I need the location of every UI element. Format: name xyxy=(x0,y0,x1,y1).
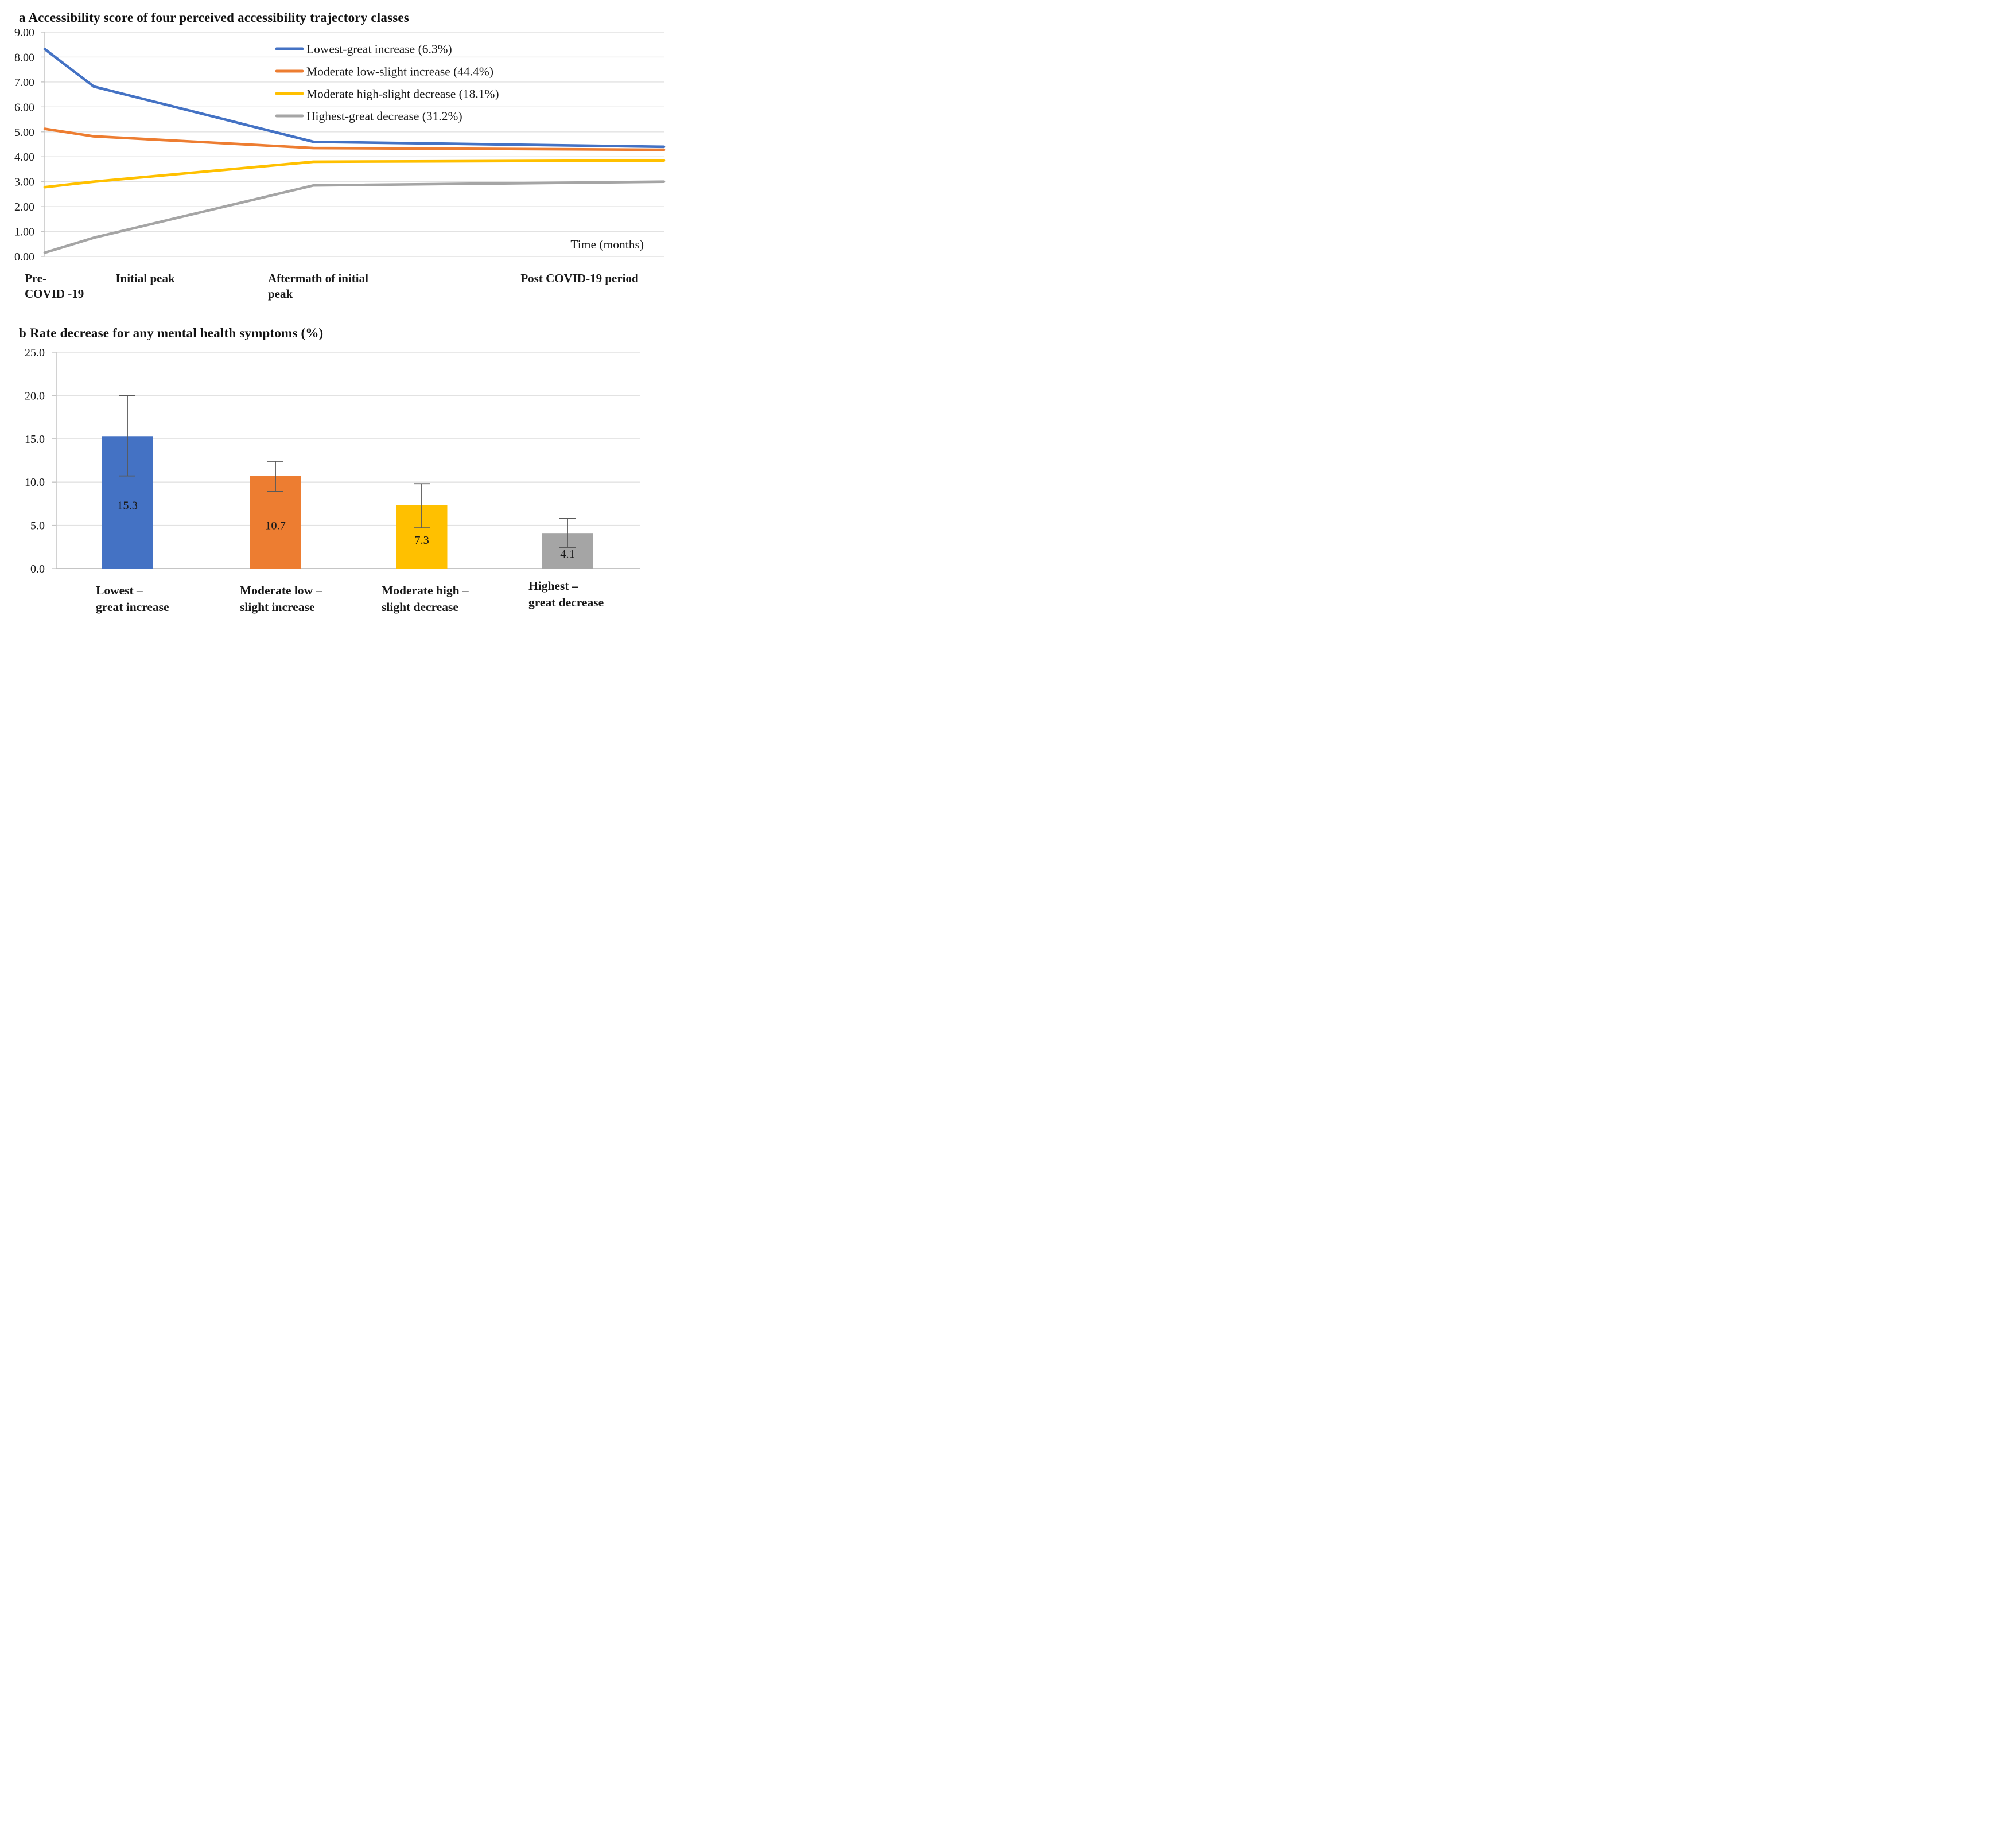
y-tick-label: 1.00 xyxy=(14,226,34,239)
line-chart: 0.00 1.00 2.00 3.00 4.00 5.00 6.00 7.00 8.00 9.00… xyxy=(14,26,666,301)
x-category-label: great increase xyxy=(96,600,169,614)
series-line-moderate-low-slight-increase-44-4 xyxy=(43,127,666,151)
error-bar xyxy=(119,395,135,477)
error-bar xyxy=(559,518,576,548)
y-tick-label: 3.00 xyxy=(14,176,34,189)
y-tick-label: 15.0 xyxy=(25,433,45,446)
legend-label: Moderate low-slight increase (44.4%) xyxy=(306,65,493,79)
bar-value-label: 7.3 xyxy=(414,534,429,547)
bar-value-label: 15.3 xyxy=(117,500,138,512)
x-category-label: Initial peak xyxy=(115,271,175,285)
error-bar xyxy=(267,461,283,492)
series-line-moderate-high-slight-decrease-18-1 xyxy=(43,159,666,189)
bar-chart: 0.0 5.0 10.0 15.0 20.0 25.0 15.3 10.7 7.3 4.1 Lowe… xyxy=(25,347,640,614)
y-tick-label: 20.0 xyxy=(25,390,45,402)
x-axis-label: Time (months) xyxy=(570,238,644,251)
legend-label: Moderate high-slight decrease (18.1%) xyxy=(306,87,499,101)
x-category-label: Moderate low – xyxy=(240,583,322,597)
y-tick-label: 5.00 xyxy=(14,126,34,139)
series-line-lowest-great-increase-6-3 xyxy=(43,48,666,149)
x-category-label: COVID -19 xyxy=(25,287,84,301)
bar-value-label: 10.7 xyxy=(265,519,286,532)
legend-label: Highest-great decrease (31.2%) xyxy=(306,110,462,123)
y-tick-label: 2.00 xyxy=(14,201,34,213)
y-tick-label: 9.00 xyxy=(14,26,34,39)
y-tick-label: 7.00 xyxy=(14,76,34,89)
y-tick-label: 0.0 xyxy=(30,563,45,575)
legend-item: Highest-great decrease (31.2%) xyxy=(275,110,462,123)
x-category-label: Moderate high – xyxy=(382,583,469,597)
legend-item: Lowest-great increase (6.3%) xyxy=(275,42,452,56)
series-line-highest-great-decrease-31-2 xyxy=(43,180,666,254)
panel-b-title: b Rate decrease for any mental health sy… xyxy=(19,326,324,340)
y-tick-label: 25.0 xyxy=(25,347,45,359)
x-category-label: Lowest – xyxy=(96,583,143,597)
x-category-label: Post COVID-19 period xyxy=(520,271,639,285)
x-category-label: peak xyxy=(268,287,293,301)
x-category-label: great decrease xyxy=(528,596,604,609)
legend-item: Moderate high-slight decrease (18.1%) xyxy=(275,87,499,101)
legend-item: Moderate low-slight increase (44.4%) xyxy=(275,65,493,79)
y-tick-label: 0.00 xyxy=(14,251,34,263)
x-category-label: Highest – xyxy=(528,579,578,593)
x-category-label: Aftermath of initial xyxy=(268,271,368,285)
error-bar xyxy=(414,483,430,529)
y-tick-label: 6.00 xyxy=(14,101,34,114)
figure-page: a Accessibility score of four perceived … xyxy=(0,0,669,616)
panel-a-title: a Accessibility score of four perceived … xyxy=(19,10,409,25)
y-tick-label: 8.00 xyxy=(14,51,34,64)
bar-value-label: 4.1 xyxy=(560,548,575,561)
legend-label: Lowest-great increase (6.3%) xyxy=(306,42,452,56)
x-category-label: slight decrease xyxy=(382,600,458,614)
x-category-label: slight increase xyxy=(240,600,314,614)
x-category-label: Pre- xyxy=(25,271,46,285)
y-tick-label: 5.0 xyxy=(30,520,45,532)
y-tick-label: 4.00 xyxy=(14,151,34,164)
y-tick-label: 10.0 xyxy=(25,476,45,489)
